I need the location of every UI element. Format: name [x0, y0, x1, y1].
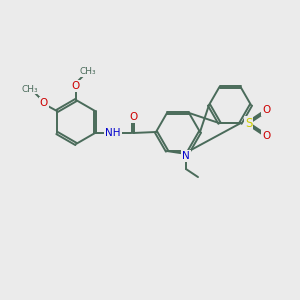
- Text: S: S: [245, 117, 252, 130]
- Text: O: O: [262, 131, 271, 141]
- Text: CH₃: CH₃: [80, 68, 96, 76]
- Text: N: N: [182, 151, 190, 161]
- Text: O: O: [72, 81, 80, 91]
- Text: CH₃: CH₃: [22, 85, 38, 94]
- Text: O: O: [40, 98, 48, 108]
- Text: O: O: [262, 105, 271, 115]
- Text: O: O: [129, 112, 137, 122]
- Text: NH: NH: [105, 128, 121, 138]
